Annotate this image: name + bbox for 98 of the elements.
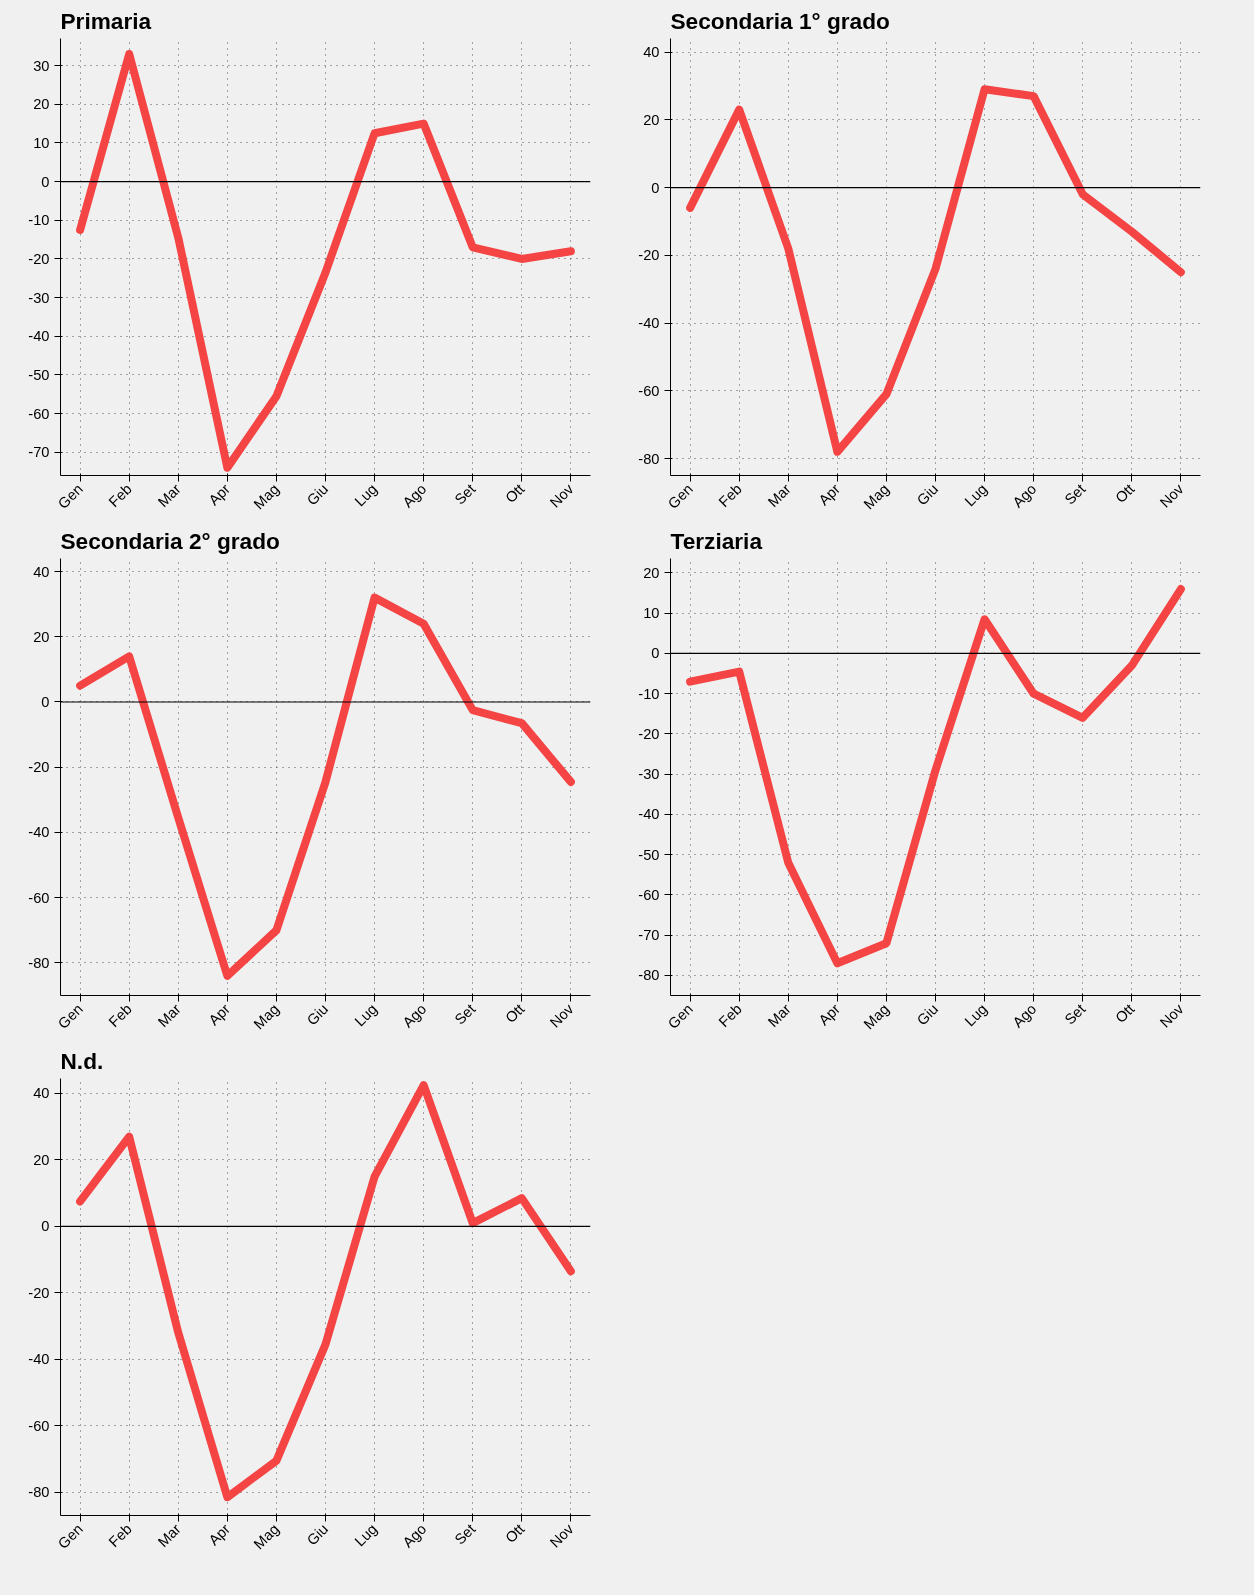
x-tick-label: Ott [1112,1000,1138,1026]
x-tick-label: Set [1061,1000,1089,1028]
x-tick-label: Mar [764,480,795,510]
y-tick-label: -40 [28,328,50,345]
y-tick-label: -40 [28,824,50,841]
y-tick-label: 40 [33,1085,50,1102]
y-tick-label: -80 [28,954,50,971]
y-tick-label: -20 [638,247,660,264]
y-tick-label: -80 [638,967,660,984]
x-tick-label: Ott [502,480,528,506]
y-tick-label: -60 [638,886,660,903]
x-tick-label: Gen [54,1000,86,1032]
x-tick-label: Giu [303,1000,332,1029]
x-tick-label: Set [451,1520,479,1548]
y-tick-label: -40 [28,1351,50,1368]
x-tick-label: Ago [399,1000,430,1031]
x-tick-label: Ott [1112,480,1138,506]
y-tick-label: -60 [638,382,660,399]
y-tick-label: 30 [33,57,50,74]
y-tick-label: 20 [643,564,660,581]
x-tick-label: Lug [961,480,991,510]
chart-title: Secondaria 2° grado [60,527,280,554]
x-tick-label: Feb [105,1520,135,1551]
y-tick-label: 0 [651,179,660,196]
y-tick-label: 40 [33,563,50,580]
x-tick-label: Nov [546,1000,577,1031]
y-tick-label: -60 [28,1417,50,1434]
x-tick-label: Giu [913,480,942,509]
y-tick-label: 20 [643,111,660,128]
x-tick-label: Apr [205,1520,234,1549]
y-tick-label: -20 [28,1284,50,1301]
x-tick-label: Giu [303,1520,332,1549]
x-tick-label: Nov [546,1520,577,1551]
y-tick-label: -20 [28,759,50,776]
x-tick-label: Set [451,1000,479,1028]
y-tick-label: 20 [33,1151,50,1168]
chart-title: Terziaria [670,527,763,554]
x-tick-label: Ago [399,1520,430,1551]
x-tick-label: Ago [1009,480,1040,511]
y-tick-label: -30 [28,289,50,306]
x-tick-label: Lug [351,1000,381,1030]
x-tick-label: Lug [351,1520,381,1550]
y-tick-label: -50 [28,366,50,383]
x-tick-label: Feb [715,480,745,511]
y-tick-label: -20 [28,250,50,267]
y-tick-label: 20 [33,96,50,113]
x-tick-label: Feb [715,1000,745,1031]
x-tick-label: Set [451,480,479,508]
y-tick-label: -10 [638,685,660,702]
y-tick-label: -10 [28,212,50,229]
x-tick-label: Apr [815,1000,844,1029]
y-tick-label: -70 [28,444,50,461]
x-tick-label: Apr [205,480,234,509]
x-tick-label: Giu [913,1000,942,1029]
y-tick-label: 10 [643,605,660,622]
x-tick-label: Nov [1156,1000,1187,1031]
x-tick-label: Ago [399,480,430,511]
x-tick-label: Apr [815,480,844,509]
y-tick-label: 0 [41,693,50,710]
y-tick-label: 0 [651,645,660,662]
y-tick-label: -60 [28,889,50,906]
x-tick-label: Gen [54,480,86,512]
x-tick-label: Ott [502,1520,528,1546]
x-tick-label: Feb [105,480,135,511]
y-tick-label: -50 [638,846,660,863]
x-tick-label: Nov [1156,480,1187,511]
x-tick-label: Nov [546,480,577,511]
y-tick-label: -40 [638,806,660,823]
x-tick-label: Feb [105,1000,135,1031]
y-tick-label: -60 [28,405,50,422]
y-tick-label: -80 [28,1484,50,1501]
y-tick-label: 0 [41,1218,50,1235]
y-tick-label: -80 [638,450,660,467]
y-tick-label: -20 [638,725,660,742]
x-tick-label: Apr [205,1000,234,1029]
y-tick-label: 10 [33,134,50,151]
x-tick-label: Ott [502,1000,528,1026]
y-tick-label: 40 [643,44,660,61]
y-tick-label: -70 [638,927,660,944]
x-tick-label: Mar [154,480,185,510]
chart-title: Primaria [60,7,152,34]
x-tick-label: Mar [154,1000,185,1030]
y-tick-label: 20 [33,628,50,645]
x-tick-label: Ago [1009,1000,1040,1031]
y-tick-label: -30 [638,766,660,783]
y-tick-label: 0 [41,173,50,190]
x-tick-label: Gen [664,1000,696,1032]
x-tick-label: Giu [303,480,332,509]
x-tick-label: Gen [664,480,696,512]
y-tick-label: -40 [638,315,660,332]
x-tick-label: Mar [764,1000,795,1030]
x-tick-label: Gen [54,1520,86,1552]
chart-title: Secondaria 1° grado [670,7,890,34]
x-tick-label: Lug [961,1000,991,1030]
x-tick-label: Mar [154,1520,185,1550]
x-tick-label: Set [1061,480,1089,508]
chart-title: N.d. [60,1047,104,1074]
x-tick-label: Lug [351,480,381,510]
